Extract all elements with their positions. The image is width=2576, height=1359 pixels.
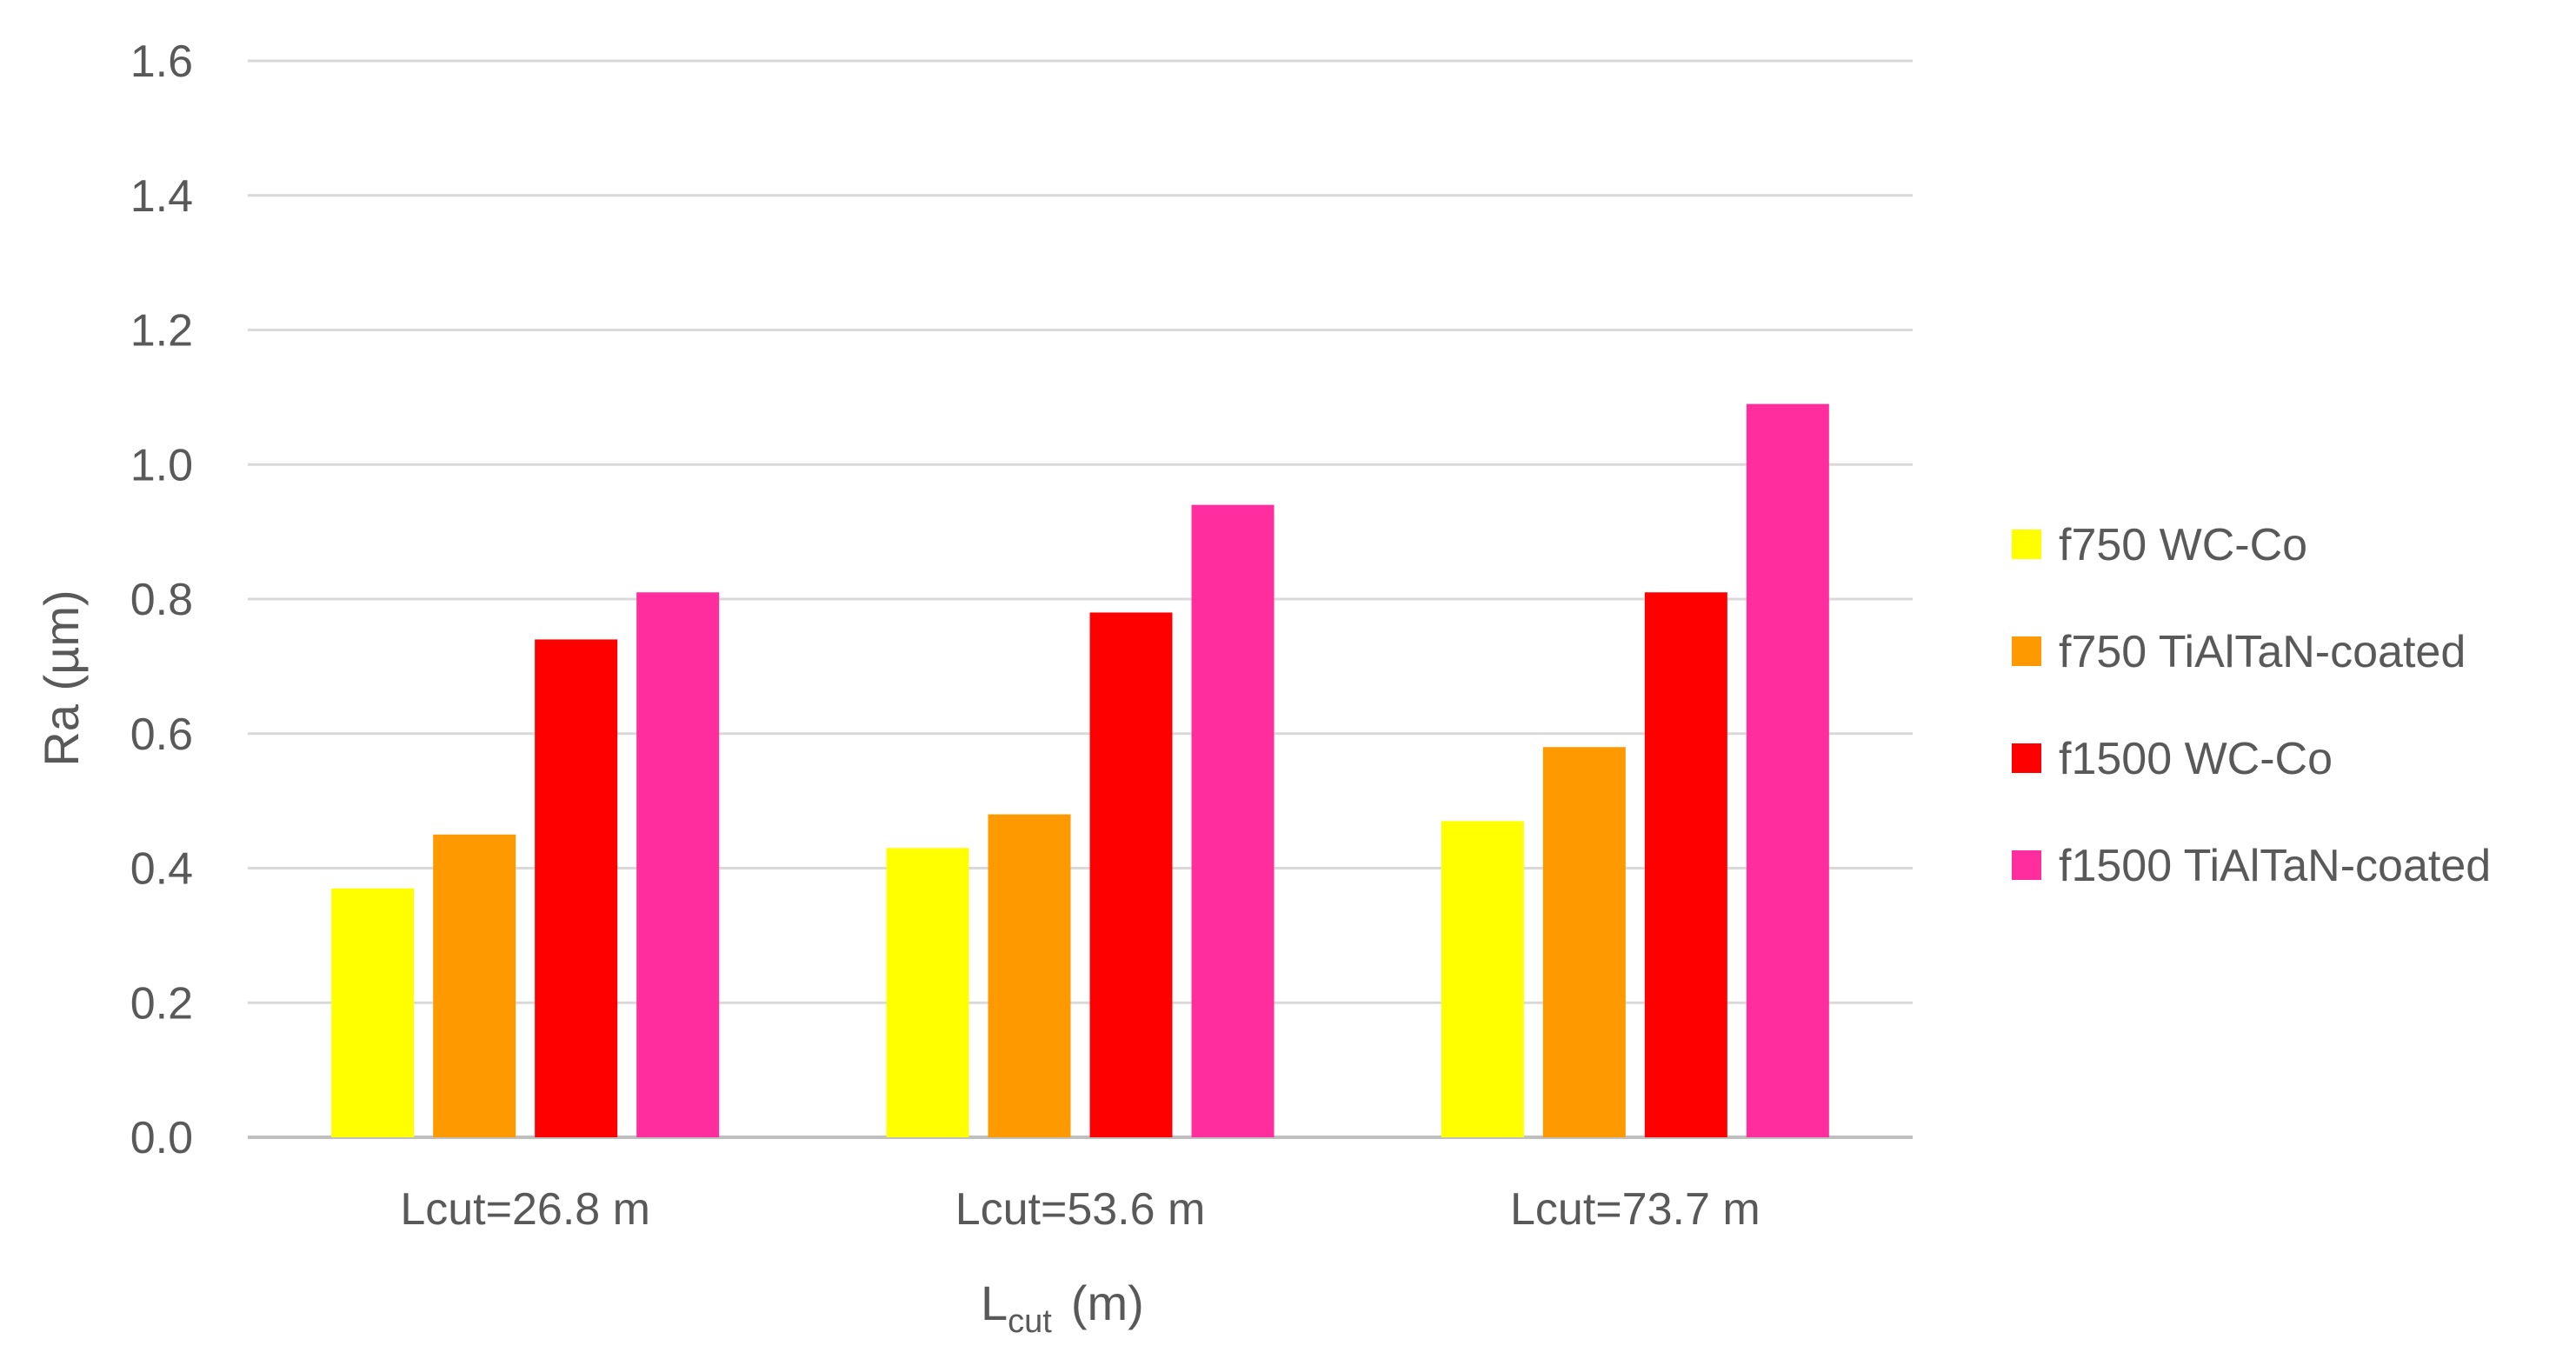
bar: [1191, 504, 1275, 1137]
y-tick-label: 1.0: [130, 440, 193, 490]
y-tick-label: 0.2: [130, 978, 193, 1029]
legend-swatch: [2012, 530, 2041, 559]
legend-swatch: [2012, 850, 2041, 880]
x-tick-label: Lcut=53.6 m: [955, 1184, 1206, 1235]
bar: [535, 639, 618, 1137]
x-tick-label: Lcut=73.7 m: [1510, 1184, 1761, 1235]
bar: [1746, 403, 1829, 1137]
bar: [433, 834, 516, 1137]
legend-label: f1500 WC-Co: [2059, 734, 2333, 784]
bar: [636, 592, 720, 1137]
y-tick-label: 0.6: [130, 709, 193, 760]
x-axis-title-main: L: [981, 1276, 1008, 1330]
x-axis-title-subscript: cut: [1008, 1303, 1052, 1340]
y-tick-label: 1.6: [130, 37, 193, 87]
legend-label: f750 WC-Co: [2059, 520, 2307, 570]
y-tick-label: 0.4: [130, 844, 193, 895]
bar: [1441, 821, 1524, 1137]
y-tick-label: 0.8: [130, 575, 193, 625]
y-tick-label: 1.2: [130, 306, 193, 356]
y-axis-title: Ra (µm): [34, 590, 89, 766]
bar: [886, 848, 969, 1137]
x-tick-label: Lcut=26.8 m: [400, 1184, 650, 1235]
bar: [1089, 612, 1173, 1137]
y-tick-label: 1.4: [130, 171, 193, 222]
bars: [331, 403, 1829, 1137]
legend-swatch: [2012, 636, 2041, 666]
legend: f750 WC-Co f750 TiAlTaN-coated f1500 WC-Co…: [2012, 520, 2491, 891]
legend-swatch: [2012, 743, 2041, 773]
bar: [331, 888, 415, 1137]
gridlines: [248, 59, 1913, 1139]
bar: [1644, 592, 1727, 1137]
x-axis-title-suffix: (m): [1071, 1276, 1144, 1330]
x-axis-ticks: Lcut=26.8 m Lcut=53.6 m Lcut=73.7 m: [400, 1184, 1760, 1235]
bar: [1542, 747, 1626, 1137]
x-axis-title: Lcut (m): [981, 1276, 1144, 1340]
y-axis-ticks: 0.0 0.2 0.4 0.6 0.8 1.0 1.2 1.4 1.6: [130, 37, 193, 1163]
bar: [988, 814, 1071, 1137]
legend-label: f1500 TiAlTaN-coated: [2059, 841, 2491, 891]
legend-label: f750 TiAlTaN-coated: [2059, 627, 2466, 677]
y-tick-label: 0.0: [130, 1113, 193, 1163]
